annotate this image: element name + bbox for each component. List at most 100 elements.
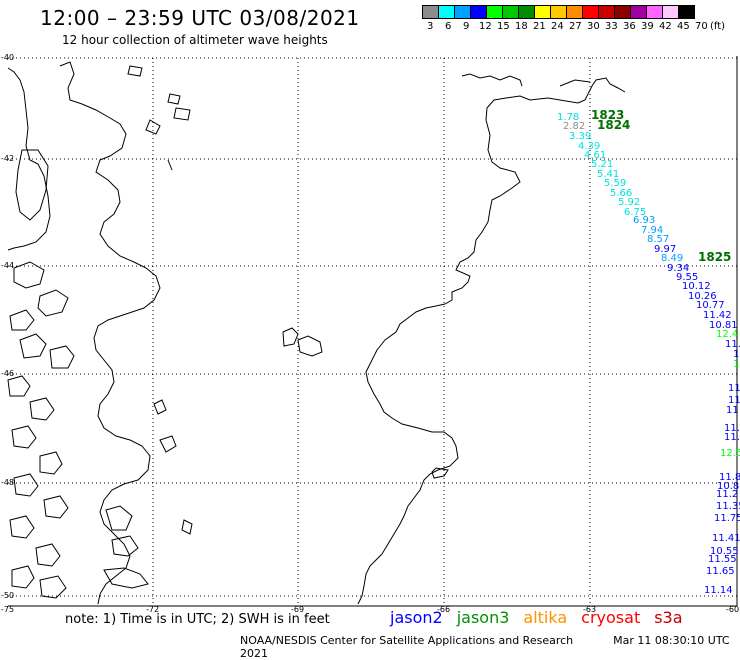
longitude-label: -72 (146, 605, 160, 614)
legend-label: 24 (551, 21, 564, 32)
legend-label: 70 (695, 21, 708, 32)
satellite-name-jason2: jason2 (390, 608, 443, 627)
archipelago-outlines (7, 65, 193, 599)
wave-height-value: 5.41 (597, 169, 620, 180)
wave-height-value: 4.39 (578, 141, 601, 152)
map-title: 12:00 – 23:59 UTC 03/08/2021 (40, 6, 360, 30)
wave-height-value: 11.42 (703, 310, 732, 321)
satellite-name-jason3: jason3 (456, 608, 510, 627)
wave-height-value: 5.59 (604, 178, 627, 189)
wave-height-value: 2.82 (563, 121, 586, 132)
wave-height-value: 11. (725, 339, 740, 350)
wave-height-value: 1 (733, 349, 740, 360)
longitude-label: -75 (1, 605, 15, 614)
legend-label: 33 (605, 21, 618, 32)
wave-height-value: 1 (733, 359, 740, 370)
lake-outline-2 (297, 335, 323, 357)
wave-height-value: 11.35 (716, 501, 740, 512)
legend-label: 6 (445, 21, 452, 32)
legend-label: 42 (659, 21, 672, 32)
latitude-label: -42 (1, 154, 15, 163)
wave-height-value: 10.81 (709, 320, 738, 331)
wave-height-value: 12.5 (720, 448, 740, 459)
wave-height-value: 11.2 (716, 489, 739, 500)
wave-height-value: 11 (728, 395, 740, 406)
satellite-name-altika: altika (523, 608, 568, 627)
longitude-label: -69 (291, 605, 305, 614)
legend-label: 30 (587, 21, 600, 32)
legend-label: 36 (623, 21, 636, 32)
legend-label: 12 (479, 21, 492, 32)
wave-height-value: 6.75 (624, 207, 647, 218)
wave-height-value: 11 (728, 383, 740, 394)
wave-height-value: 6.93 (633, 215, 656, 226)
satellite-name-cryosat: cryosat (581, 608, 641, 627)
lake-outline-1 (282, 327, 299, 347)
wave-height-value: 10.12 (682, 281, 711, 292)
pass-time-label: 1825 (698, 250, 732, 264)
wave-height-value: 9.34 (667, 263, 690, 274)
satellite-legend: jason2 jason3 altika cryosat s3a (390, 608, 697, 627)
wave-height-value: 8.49 (661, 253, 684, 264)
map-subtitle: 12 hour collection of altimeter wave hei… (62, 33, 328, 47)
wave-height-value: 10.26 (688, 291, 717, 302)
longitude-label: -66 (437, 605, 451, 614)
wave-height-value: 5.92 (618, 197, 641, 208)
pass-time-label: 1823 (591, 108, 625, 122)
legend-label: 21 (533, 21, 546, 32)
legend-label: 39 (641, 21, 654, 32)
latitude-label: -50 (1, 591, 15, 600)
wave-height-value: 11.14 (704, 585, 733, 596)
wave-height-value: 1.78 (557, 112, 580, 123)
coastline-west (7, 61, 161, 605)
legend-unit: (ft) (710, 21, 726, 32)
wave-height-value: 5.21 (591, 159, 614, 170)
map-frame (8, 56, 738, 607)
color-legend (422, 5, 695, 19)
wave-height-value: 12.4 (716, 329, 739, 340)
latitude-label: -46 (1, 369, 15, 378)
legend-label: 15 (497, 21, 510, 32)
coastline-east (357, 77, 626, 605)
wave-height-value: 7.94 (641, 225, 664, 236)
satellite-name-s3a: s3a (654, 608, 683, 627)
coastline-east-cape (431, 467, 449, 479)
wave-height-value: 4.61 (584, 150, 607, 161)
wave-height-value: 11. (724, 423, 740, 434)
wave-height-value: 9.97 (654, 244, 677, 255)
latitude-label: -44 (1, 261, 15, 270)
wave-height-value: 3.39 (569, 131, 592, 142)
legend-label: 3 (427, 21, 434, 32)
pass-time-label: 1824 (597, 118, 631, 132)
longitude-label: -63 (583, 605, 597, 614)
wave-height-value: 11 (726, 405, 739, 416)
wave-height-value: 10.55 (710, 546, 739, 557)
note-text: note: 1) Time is in UTC; 2) SWH is in fe… (65, 612, 330, 627)
credit-text: NOAA/NESDIS Center for Satellite Applica… (240, 634, 574, 647)
coastline-northeast (461, 73, 591, 87)
color-legend-labels: 3 6 9 12 15 18 21 24 27 30 33 36 39 42 45 70 (ft) (422, 21, 732, 35)
wave-height-value: 11.55 (708, 554, 737, 565)
wave-height-value: 9.55 (676, 272, 699, 283)
wave-height-value: 11.65 (706, 566, 735, 577)
wave-height-value: 11.41 (712, 533, 740, 544)
legend-swatch (678, 5, 695, 19)
legend-label: 9 (463, 21, 470, 32)
graticule (8, 57, 737, 606)
wave-height-value: 10.77 (696, 300, 725, 311)
latitude-label: -48 (1, 478, 15, 487)
legend-label: 27 (569, 21, 582, 32)
wave-height-value: 10.8 (717, 481, 740, 492)
latitude-label: -40 (1, 53, 15, 62)
legend-label: 45 (677, 21, 690, 32)
wave-height-value: 8.57 (647, 234, 670, 245)
credit-line: NOAA/NESDIS Center for Satellite Applica… (240, 634, 740, 660)
wave-height-value: 5.66 (610, 188, 633, 199)
wave-height-value: 11.75 (714, 513, 740, 524)
wave-height-value: 11. (724, 432, 740, 443)
longitude-label: -60 (726, 605, 740, 614)
island-chiloe (15, 149, 49, 221)
legend-label: 18 (515, 21, 528, 32)
wave-height-value: 11.8 (719, 472, 740, 483)
